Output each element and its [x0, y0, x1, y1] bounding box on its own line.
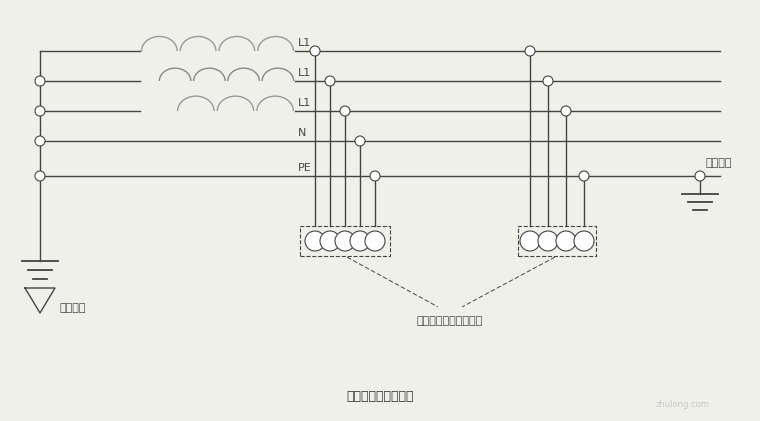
Text: PE: PE — [298, 163, 312, 173]
Text: N: N — [298, 128, 306, 138]
Circle shape — [320, 231, 340, 251]
Text: 工作接地: 工作接地 — [60, 303, 87, 313]
Text: zhulong.com: zhulong.com — [656, 400, 710, 409]
Bar — [300, 226, 390, 256]
Text: L1: L1 — [298, 38, 312, 48]
Circle shape — [538, 231, 558, 251]
Text: L1: L1 — [298, 98, 312, 108]
Text: L1: L1 — [298, 68, 312, 78]
Circle shape — [35, 106, 45, 116]
Circle shape — [325, 76, 335, 86]
Circle shape — [556, 231, 576, 251]
Circle shape — [355, 136, 365, 146]
Circle shape — [520, 231, 540, 251]
Circle shape — [695, 171, 705, 181]
Circle shape — [579, 171, 589, 181]
Circle shape — [561, 106, 571, 116]
Circle shape — [340, 106, 350, 116]
Circle shape — [370, 171, 380, 181]
Circle shape — [350, 231, 370, 251]
Text: 重复接地: 重复接地 — [705, 158, 731, 168]
Circle shape — [305, 231, 325, 251]
Circle shape — [335, 231, 355, 251]
Bar — [518, 226, 596, 256]
Circle shape — [310, 46, 320, 56]
Circle shape — [35, 136, 45, 146]
Text: 电器设备外露导电部分: 电器设备外露导电部分 — [417, 316, 483, 326]
Circle shape — [574, 231, 594, 251]
Circle shape — [543, 76, 553, 86]
Circle shape — [35, 76, 45, 86]
Circle shape — [35, 171, 45, 181]
Circle shape — [525, 46, 535, 56]
Text: 临时用电线路的型式: 临时用电线路的型式 — [347, 390, 413, 403]
Circle shape — [365, 231, 385, 251]
